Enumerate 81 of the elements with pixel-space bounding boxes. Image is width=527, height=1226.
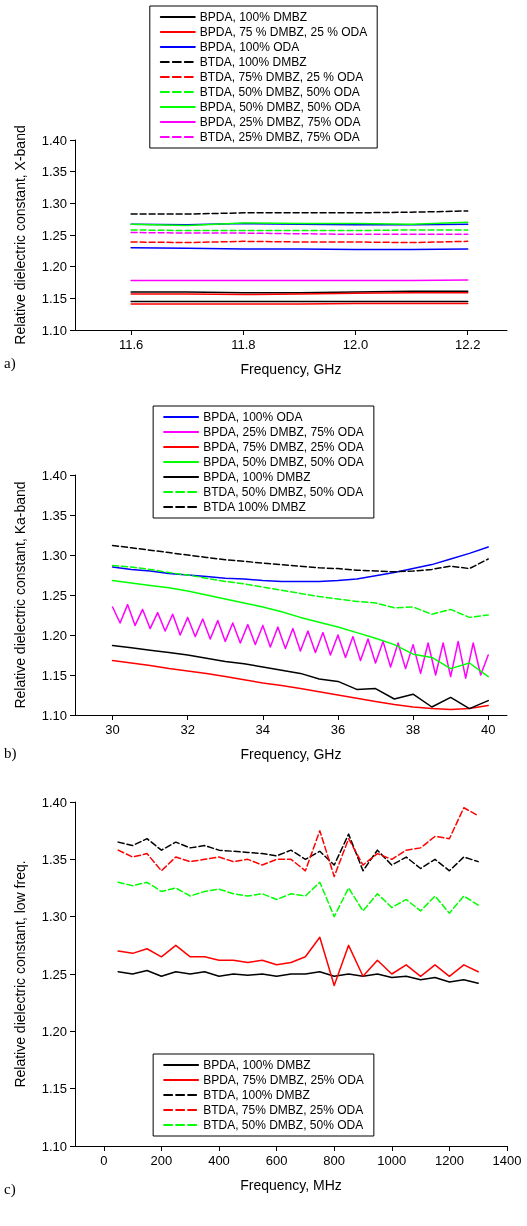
legend-label: BTDA, 50% DMBZ, 50% ODA [199, 85, 360, 99]
x-axis-title: Frequency, GHz [240, 746, 342, 762]
y-axis-title: Relative dielectric constant, low freq. [12, 860, 28, 1088]
x-tick-label: 0 [100, 1153, 108, 1168]
x-tick-label: 30 [105, 722, 120, 737]
x-tick-label: 1200 [434, 1153, 464, 1168]
legend-label: BTDA, 75% DMBZ, 25% ODA [203, 1103, 364, 1117]
line-series [111, 579, 489, 678]
legend-label: BPDA, 25% DMBZ, 75% ODA [203, 425, 364, 439]
line-series [117, 806, 479, 878]
legend-label: BPDA, 75 % DMBZ, 25 % ODA [199, 25, 368, 39]
x-axis-title: Frequency, MHz [240, 1177, 342, 1193]
x-tick-label: 11.6 [118, 337, 144, 352]
y-tick-label: 1.30 [41, 909, 67, 925]
legend-label: BPDA, 100% DMBZ [199, 10, 308, 24]
legend-label: BTDA, 25% DMBZ, 75% ODA [199, 130, 360, 144]
legend-label: BPDA, 100% ODA [199, 40, 300, 54]
x-tick-label: 200 [150, 1153, 173, 1168]
y-tick-label: 1.35 [41, 164, 67, 180]
legend-label: BTDA, 100% DMBZ [199, 55, 307, 69]
y-tick-label: 1.35 [41, 851, 67, 867]
x-tick-label: 40 [480, 722, 496, 737]
y-tick-label: 1.35 [41, 507, 67, 523]
line-series [111, 564, 489, 619]
legend-label: BPDA, 75% DMBZ, 25% ODA [203, 440, 364, 454]
legend-label: BPDA, 25% DMBZ, 75% ODA [199, 115, 361, 129]
x-tick-label: 36 [330, 722, 346, 737]
y-tick-label: 1.10 [41, 322, 67, 338]
y-tick-label: 1.25 [41, 587, 67, 603]
x-tick-label: 1400 [492, 1153, 522, 1168]
x-tick-label: 34 [255, 722, 271, 737]
legend-label: BPDA, 50% DMBZ, 50% ODA [203, 455, 364, 469]
x-tick-label: 12.2 [455, 337, 481, 352]
line-series [111, 644, 489, 710]
legend-label: BPDA, 75% DMBZ, 25% ODA [203, 1073, 364, 1087]
y-tick-label: 1.40 [41, 132, 67, 148]
y-tick-label: 1.10 [41, 707, 67, 723]
legend-label: BPDA, 50% DMBZ, 50% ODA [199, 100, 361, 114]
y-axis-title: Relative dielectric constant, Ka-band [12, 481, 28, 709]
line-series [111, 659, 489, 711]
text: c) [4, 1180, 16, 1198]
y-tick-label: 1.20 [41, 259, 67, 275]
y-tick-label: 1.30 [41, 547, 67, 563]
text: a) [4, 354, 16, 372]
y-tick-label: 1.15 [41, 290, 67, 306]
legend-label: BPDA, 100% ODA [203, 410, 303, 424]
y-tick-label: 1.30 [41, 195, 67, 211]
y-axis-title: Relative dielectric constant, X-band [12, 125, 28, 345]
y-tick-label: 1.40 [41, 794, 67, 810]
x-tick-label: 800 [323, 1153, 346, 1168]
x-tick-label: 1000 [377, 1153, 407, 1168]
y-tick-label: 1.20 [41, 627, 67, 643]
y-tick-label: 1.15 [41, 667, 67, 683]
line-series [117, 969, 479, 984]
line-series [117, 833, 479, 872]
legend-label: BTDA, 100% DMBZ [203, 1088, 310, 1102]
y-tick-label: 1.25 [41, 227, 67, 243]
x-tick-label: 600 [265, 1153, 288, 1168]
legend-label: BTDA 100% DMBZ [203, 500, 306, 514]
legend-label: BPDA, 100% DMBZ [203, 470, 311, 484]
legend-label: BTDA, 50% DMBZ, 50% ODA [203, 485, 364, 499]
x-axis-title: Frequency, GHz [240, 361, 342, 377]
y-tick-label: 1.25 [41, 966, 67, 982]
line-series [111, 544, 489, 573]
line-series [111, 546, 489, 583]
x-tick-label: 32 [180, 722, 195, 737]
y-tick-label: 1.15 [41, 1081, 67, 1097]
y-tick-label: 1.40 [41, 467, 67, 483]
x-tick-label: 11.8 [231, 337, 256, 352]
line-series [117, 936, 479, 987]
legend-label: BPDA, 100% DMBZ [203, 1058, 311, 1072]
line-series [111, 603, 489, 679]
x-tick-label: 400 [208, 1153, 230, 1168]
legend-label: BTDA, 75% DMBZ, 25 % ODA [199, 70, 364, 84]
text: b) [4, 744, 17, 762]
legend-label: BTDA, 50% DMBZ, 50% ODA [203, 1118, 364, 1132]
x-tick-label: 12.0 [342, 337, 369, 352]
x-tick-label: 38 [405, 722, 421, 737]
y-tick-label: 1.20 [41, 1023, 67, 1039]
y-tick-label: 1.10 [41, 1138, 67, 1154]
line-series [117, 881, 479, 918]
